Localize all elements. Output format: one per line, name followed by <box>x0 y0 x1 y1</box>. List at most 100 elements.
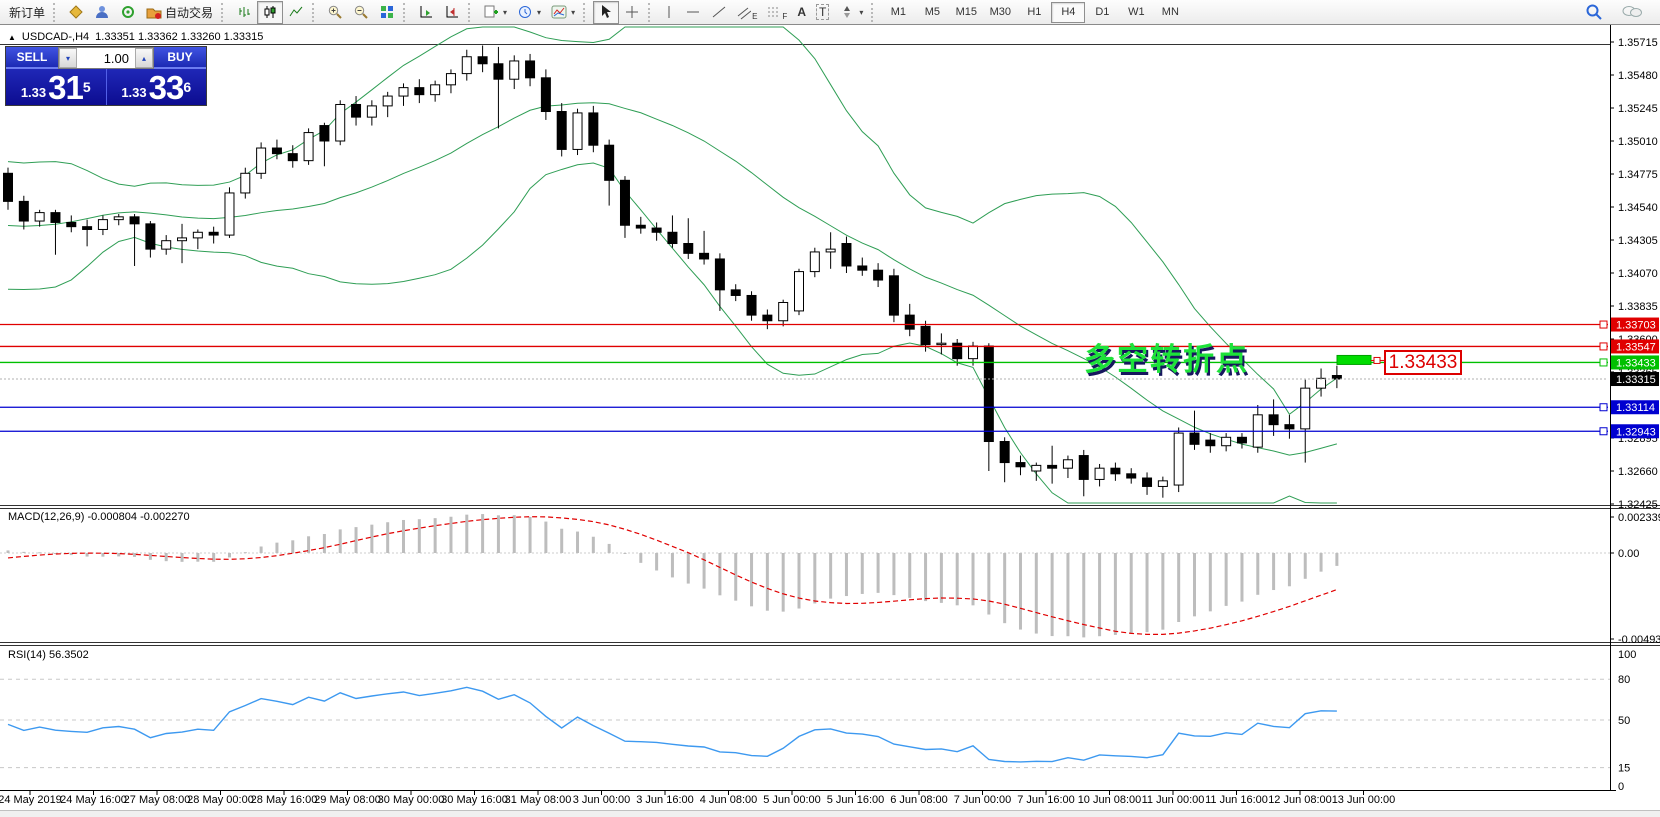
bear-candle <box>18 200 29 222</box>
terminal-icon[interactable] <box>63 1 89 24</box>
label-tool-icon[interactable]: T <box>811 1 834 24</box>
tab-timeframe-M15[interactable]: M15 <box>955 6 978 18</box>
tab-timeframe-M5[interactable]: M5 <box>924 6 940 18</box>
line-endpoint-handle[interactable] <box>1599 320 1608 329</box>
indicators-icon[interactable]: ▾ <box>546 1 580 24</box>
tab-timeframe-H1[interactable]: H1 <box>1027 6 1042 18</box>
tab-timeframe-H4[interactable]: H4 <box>1051 1 1086 23</box>
chart-shift-icon[interactable] <box>439 1 465 24</box>
macd-histogram-bar <box>1098 553 1102 637</box>
macd-histogram-bar <box>259 546 263 553</box>
trendline-tool-icon[interactable] <box>706 1 732 24</box>
tab-timeframe-M1[interactable]: M1 <box>890 6 906 18</box>
line-price-label: 1.33703 <box>1616 320 1656 332</box>
bear-candle <box>1142 477 1153 487</box>
bull-candle <box>192 231 203 239</box>
bull-candle <box>445 73 456 86</box>
sell-button[interactable]: SELL <box>6 47 58 69</box>
line-chart-icon[interactable] <box>283 1 309 24</box>
volume-input[interactable]: 1.00 <box>103 50 129 66</box>
bull-candle <box>303 132 314 162</box>
horizontal-line-tool-icon[interactable] <box>680 1 706 24</box>
bull-candle <box>1316 377 1327 389</box>
vertical-line-tool-icon[interactable] <box>658 1 680 24</box>
profiles-icon[interactable]: ▾ <box>512 1 546 24</box>
new-order-label: 新订单 <box>9 5 46 20</box>
line-endpoint-handle[interactable] <box>1599 427 1608 436</box>
tab-timeframe-MN[interactable]: MN <box>1161 6 1179 18</box>
tab-timeframe-W1[interactable]: W1 <box>1128 6 1145 18</box>
buy-button[interactable]: BUY <box>154 47 206 69</box>
line-endpoint-handle[interactable] <box>1599 358 1608 367</box>
line-endpoint-handle[interactable] <box>1599 342 1608 351</box>
bear-candle <box>145 223 156 250</box>
rsi-line <box>7 686 1337 763</box>
time-tick-label: 13 Jun 00:00 <box>1332 794 1396 806</box>
metaeditor-icon[interactable] <box>89 1 115 24</box>
volume-decrease-button[interactable]: ▾ <box>59 48 77 68</box>
price-tick-label: 1.32425 <box>1618 499 1658 511</box>
bear-candle <box>1047 464 1058 469</box>
bull-candle <box>382 95 393 107</box>
cursor-icon[interactable] <box>593 0 620 24</box>
macd-histogram-bar <box>591 536 595 553</box>
chat-icon[interactable] <box>1616 1 1648 24</box>
macd-histogram-bar <box>718 553 722 596</box>
bollinger-middle <box>7 102 1338 456</box>
toolbar-grip <box>312 2 319 22</box>
annotation-text[interactable]: 多空转折点 <box>1084 342 1249 377</box>
chart-title: ▲ USDCAD-,H4 1.33351 1.33362 1.33260 1.3… <box>8 31 263 43</box>
macd-histogram-bar <box>1145 553 1149 633</box>
bull-candle <box>825 248 836 253</box>
price-callout[interactable]: 1.33433 <box>1384 350 1462 375</box>
tab-timeframe-D1[interactable]: D1 <box>1095 6 1110 18</box>
bear-candle <box>619 179 630 226</box>
bull-candle <box>1031 464 1042 472</box>
volume-increase-button[interactable]: ▴ <box>135 48 153 68</box>
macd-histogram-bar <box>1018 553 1022 630</box>
bull-candle <box>1173 432 1184 486</box>
rsi-axis-top-label: 100 <box>1618 649 1636 661</box>
macd-histogram-bar <box>1272 553 1276 591</box>
new-order-button[interactable]: 新订单 <box>4 1 50 24</box>
bar-chart-icon[interactable] <box>231 1 257 24</box>
macd-histogram-bar <box>180 553 184 562</box>
tab-timeframe-M30[interactable]: M30 <box>989 6 1012 18</box>
bid-price[interactable]: 1.33 31 5 <box>20 69 91 106</box>
shapes-tool-icon[interactable]: ▾ <box>834 1 868 24</box>
bear-candle <box>540 77 551 113</box>
crosshair-icon[interactable] <box>619 1 645 24</box>
zoom-out-icon[interactable] <box>348 1 374 24</box>
fibonacci-tool-icon[interactable]: F <box>762 1 792 24</box>
collapse-icon[interactable]: ▲ <box>8 32 16 42</box>
line-endpoint-handle[interactable] <box>1599 403 1608 412</box>
text-tool-icon[interactable]: A <box>797 5 806 19</box>
bear-candle <box>3 172 13 202</box>
zoom-in-icon[interactable] <box>322 1 348 24</box>
ask-price[interactable]: 1.33 33 6 <box>121 69 192 106</box>
auto-scroll-icon[interactable] <box>413 1 439 24</box>
bull-candle <box>968 345 979 360</box>
price-tick-label: 1.34540 <box>1618 202 1658 214</box>
autotrade-button[interactable]: 自动交易 <box>141 1 218 24</box>
search-icon[interactable] <box>1580 1 1608 24</box>
highlight-marker[interactable] <box>1336 354 1372 365</box>
macd-panel: 0.002339 0.00 -0.004934 MACD(12,26,9) -0.00… <box>0 511 1660 646</box>
candlestick-chart-icon[interactable] <box>257 0 284 24</box>
bull-candle <box>794 271 804 312</box>
chart-symbol: USDCAD-,H4 <box>21 31 90 43</box>
tile-windows-icon[interactable] <box>374 1 400 24</box>
macd-histogram-bar <box>1256 553 1260 595</box>
price-axis[interactable]: 1.35715 1.35480 1.35245 1.35010 1.34775 1.345… <box>1610 37 1658 511</box>
channel-tool-icon[interactable]: E <box>732 1 762 24</box>
callout-handle[interactable] <box>1373 356 1381 364</box>
macd-histogram-bar <box>370 524 374 553</box>
new-chart-button[interactable]: ▾ <box>478 1 512 24</box>
signals-icon[interactable] <box>115 1 141 24</box>
macd-histogram-bar <box>386 522 390 553</box>
rsi-axis-bottom-label: 0 <box>1618 781 1624 793</box>
bull-candle <box>572 112 583 150</box>
macd-histogram-bar <box>22 551 26 553</box>
